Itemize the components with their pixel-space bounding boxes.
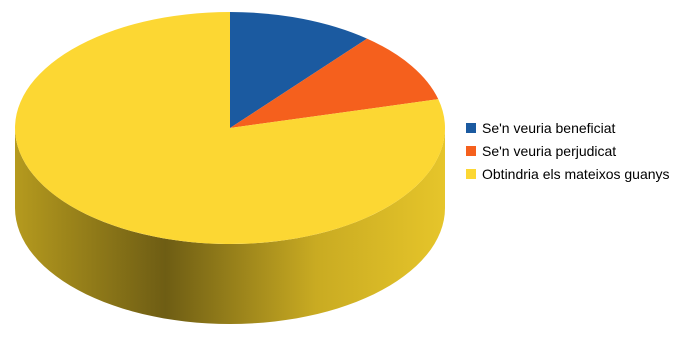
legend-label-perjudicat: Se'n veuria perjudicat [482, 143, 616, 159]
legend-swatch-perjudicat [466, 146, 476, 156]
legend-item-perjudicat: Se'n veuria perjudicat [466, 143, 616, 159]
legend-label-beneficiat: Se'n veuria beneficiat [482, 120, 616, 136]
pie-slice-beneficiat [230, 12, 368, 128]
legend: Se'n veuria beneficiat Se'n veuria perju… [466, 120, 670, 182]
pie-side-layer [15, 128, 445, 324]
pie-top-layer [15, 12, 446, 244]
pie-side-mateixos-guanys [15, 128, 445, 324]
legend-swatch-beneficiat [466, 123, 476, 133]
legend-swatch-mateixos-guanys [466, 169, 476, 179]
legend-label-mateixos-guanys: Obtindria els mateixos guanys [482, 166, 670, 182]
legend-item-mateixos-guanys: Obtindria els mateixos guanys [466, 166, 670, 182]
legend-item-beneficiat: Se'n veuria beneficiat [466, 120, 616, 136]
pie-slice-perjudicat [230, 38, 439, 129]
pie-slice-mateixos-guanys [15, 12, 446, 244]
